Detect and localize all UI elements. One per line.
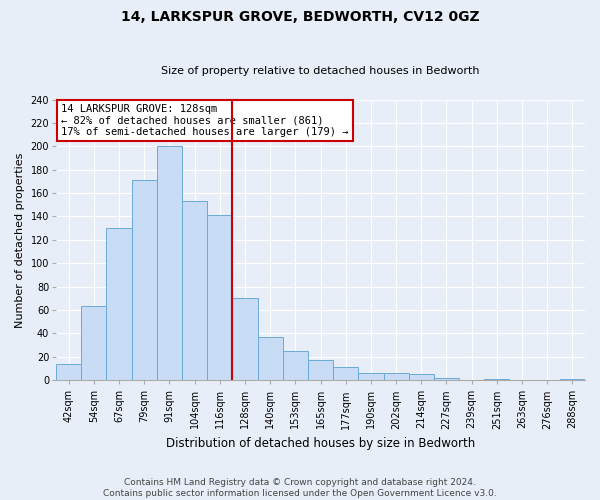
Text: 14, LARKSPUR GROVE, BEDWORTH, CV12 0GZ: 14, LARKSPUR GROVE, BEDWORTH, CV12 0GZ [121,10,479,24]
Bar [257,337,283,380]
Bar [157,146,182,380]
Bar [131,180,157,380]
Bar [333,368,358,380]
Bar [182,201,207,380]
Bar [434,378,459,380]
Text: Contains HM Land Registry data © Crown copyright and database right 2024.
Contai: Contains HM Land Registry data © Crown c… [103,478,497,498]
Bar [82,306,106,380]
X-axis label: Distribution of detached houses by size in Bedworth: Distribution of detached houses by size … [166,437,475,450]
Bar [207,216,232,380]
Bar [56,364,82,380]
Bar [308,360,333,380]
Bar [106,228,131,380]
Text: 14 LARKSPUR GROVE: 128sqm
← 82% of detached houses are smaller (861)
17% of semi: 14 LARKSPUR GROVE: 128sqm ← 82% of detac… [61,104,349,137]
Bar [232,298,257,380]
Bar [358,373,383,380]
Bar [560,379,585,380]
Title: Size of property relative to detached houses in Bedworth: Size of property relative to detached ho… [161,66,480,76]
Bar [484,379,509,380]
Bar [409,374,434,380]
Bar [283,351,308,380]
Y-axis label: Number of detached properties: Number of detached properties [15,152,25,328]
Bar [383,373,409,380]
